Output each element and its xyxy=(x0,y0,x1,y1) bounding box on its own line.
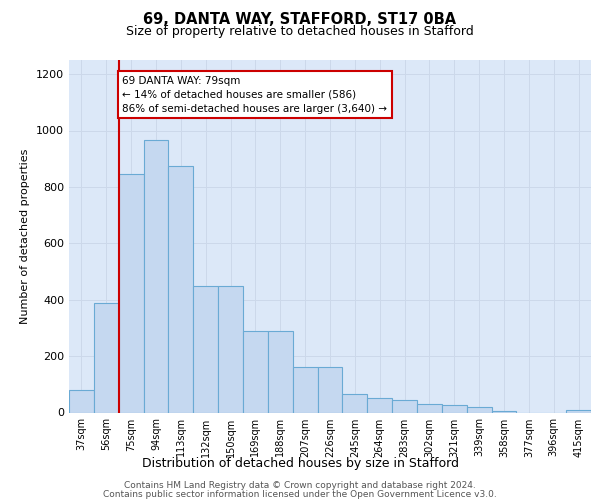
Text: Distribution of detached houses by size in Stafford: Distribution of detached houses by size … xyxy=(142,458,458,470)
Text: Contains public sector information licensed under the Open Government Licence v3: Contains public sector information licen… xyxy=(103,490,497,499)
Bar xyxy=(392,400,417,412)
Bar xyxy=(467,407,491,412)
Text: 69 DANTA WAY: 79sqm
← 14% of detached houses are smaller (586)
86% of semi-detac: 69 DANTA WAY: 79sqm ← 14% of detached ho… xyxy=(122,76,388,114)
Bar xyxy=(119,174,143,412)
Bar xyxy=(566,410,591,412)
Text: 69, DANTA WAY, STAFFORD, ST17 0BA: 69, DANTA WAY, STAFFORD, ST17 0BA xyxy=(143,12,457,28)
Bar xyxy=(367,398,392,412)
Bar xyxy=(94,302,119,412)
Text: Size of property relative to detached houses in Stafford: Size of property relative to detached ho… xyxy=(126,25,474,38)
Bar xyxy=(143,140,169,412)
Bar xyxy=(343,394,367,412)
Bar xyxy=(193,286,218,412)
Bar xyxy=(317,368,343,412)
Y-axis label: Number of detached properties: Number of detached properties xyxy=(20,148,31,324)
Bar xyxy=(442,406,467,412)
Bar xyxy=(69,390,94,412)
Text: Contains HM Land Registry data © Crown copyright and database right 2024.: Contains HM Land Registry data © Crown c… xyxy=(124,481,476,490)
Bar xyxy=(268,330,293,412)
Bar xyxy=(417,404,442,412)
Bar xyxy=(491,411,517,412)
Bar xyxy=(243,330,268,412)
Bar xyxy=(293,368,317,412)
Bar xyxy=(218,286,243,412)
Bar xyxy=(169,166,193,412)
